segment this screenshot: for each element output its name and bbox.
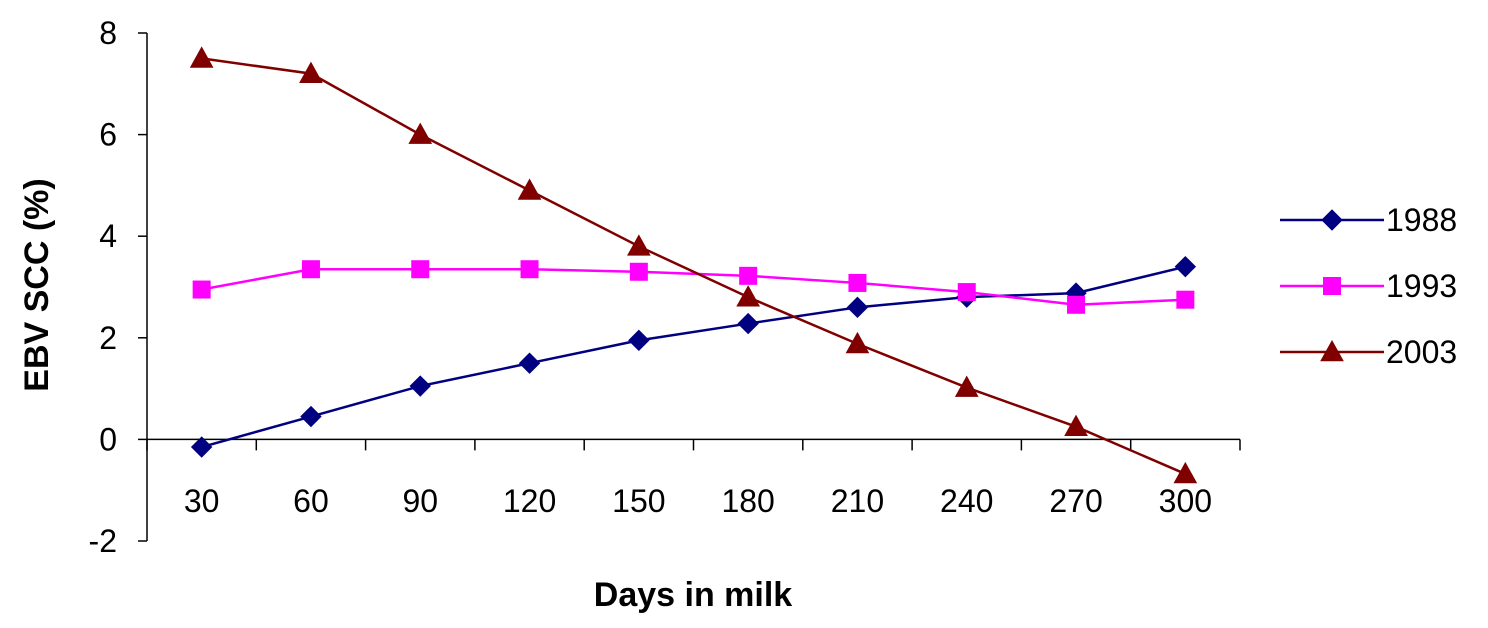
series-line-1988 <box>201 265 1186 449</box>
data-point-2003 <box>736 285 760 307</box>
data-point-1993 <box>1067 295 1086 314</box>
x-tick-label: 30 <box>184 483 220 519</box>
data-point-1988 <box>518 352 541 374</box>
legend-label-2003: 2003 <box>1386 334 1457 370</box>
data-point-1993 <box>629 262 648 281</box>
legend-marker-2003 <box>1320 339 1344 362</box>
legend-marker-1988 <box>1321 209 1343 231</box>
x-tick-label: 270 <box>1049 483 1102 519</box>
data-point-2003 <box>954 375 979 397</box>
series-1988 <box>190 255 1197 458</box>
y-tick-label: 0 <box>99 421 117 457</box>
data-point-1993 <box>411 260 430 279</box>
data-point-1988 <box>1174 255 1197 278</box>
data-point-2003 <box>299 61 323 83</box>
axes: -2 0 2 4 6 8 30 60 90 120 150 180 210 240 270 300 <box>89 15 1241 559</box>
data-point-1993 <box>848 273 867 292</box>
data-point-1993 <box>1176 290 1195 309</box>
legend-label-1993: 1993 <box>1386 268 1457 304</box>
data-point-2003 <box>627 234 651 256</box>
series-line-1993 <box>201 267 1186 307</box>
legend: 1988 1993 2003 <box>1280 202 1457 370</box>
data-point-1993 <box>520 260 539 279</box>
x-tick-label: 90 <box>402 483 438 519</box>
series-1993 <box>192 260 1195 314</box>
series-2003 <box>189 46 1198 484</box>
legend-entry-1993: 1993 <box>1280 268 1457 304</box>
data-point-2003 <box>1173 461 1198 484</box>
legend-entry-2003: 2003 <box>1280 334 1457 370</box>
data-point-1988 <box>409 375 431 397</box>
x-tick-label: 240 <box>940 483 993 519</box>
data-point-1988 <box>737 312 759 335</box>
data-point-1993 <box>301 260 320 279</box>
data-point-2003 <box>408 122 433 144</box>
data-point-1988 <box>190 436 213 458</box>
data-point-1988 <box>300 405 322 428</box>
data-point-2003 <box>1064 414 1088 436</box>
data-point-1993 <box>957 283 976 302</box>
data-point-1988 <box>628 329 650 352</box>
legend-label-1988: 1988 <box>1386 202 1457 238</box>
x-tick-label: 120 <box>503 483 556 519</box>
data-point-2003 <box>189 46 214 68</box>
data-point-1993 <box>192 280 211 299</box>
x-tick-label: 210 <box>831 483 884 519</box>
data-point-2003 <box>845 331 870 354</box>
x-tick-label: 300 <box>1159 483 1212 519</box>
x-tick-label: 150 <box>612 483 665 519</box>
y-tick-label: 6 <box>99 117 117 153</box>
x-tick-label: 180 <box>721 483 774 519</box>
y-tick-label: 4 <box>99 218 117 254</box>
x-axis-title: Days in milk <box>594 576 793 614</box>
y-tick-label: 2 <box>99 320 117 356</box>
y-tick-label: 8 <box>99 15 117 51</box>
y-axis-title: EBV SCC (%) <box>18 178 56 391</box>
data-point-1988 <box>846 296 869 319</box>
legend-marker-1993 <box>1323 277 1341 295</box>
data-point-1993 <box>739 266 758 285</box>
legend-entry-1988: 1988 <box>1280 202 1457 238</box>
series-line-2003 <box>201 57 1186 476</box>
series-lines <box>189 46 1198 484</box>
x-tick-label: 60 <box>293 483 329 519</box>
data-point-2003 <box>517 178 542 200</box>
y-tick-label: -2 <box>89 523 117 559</box>
